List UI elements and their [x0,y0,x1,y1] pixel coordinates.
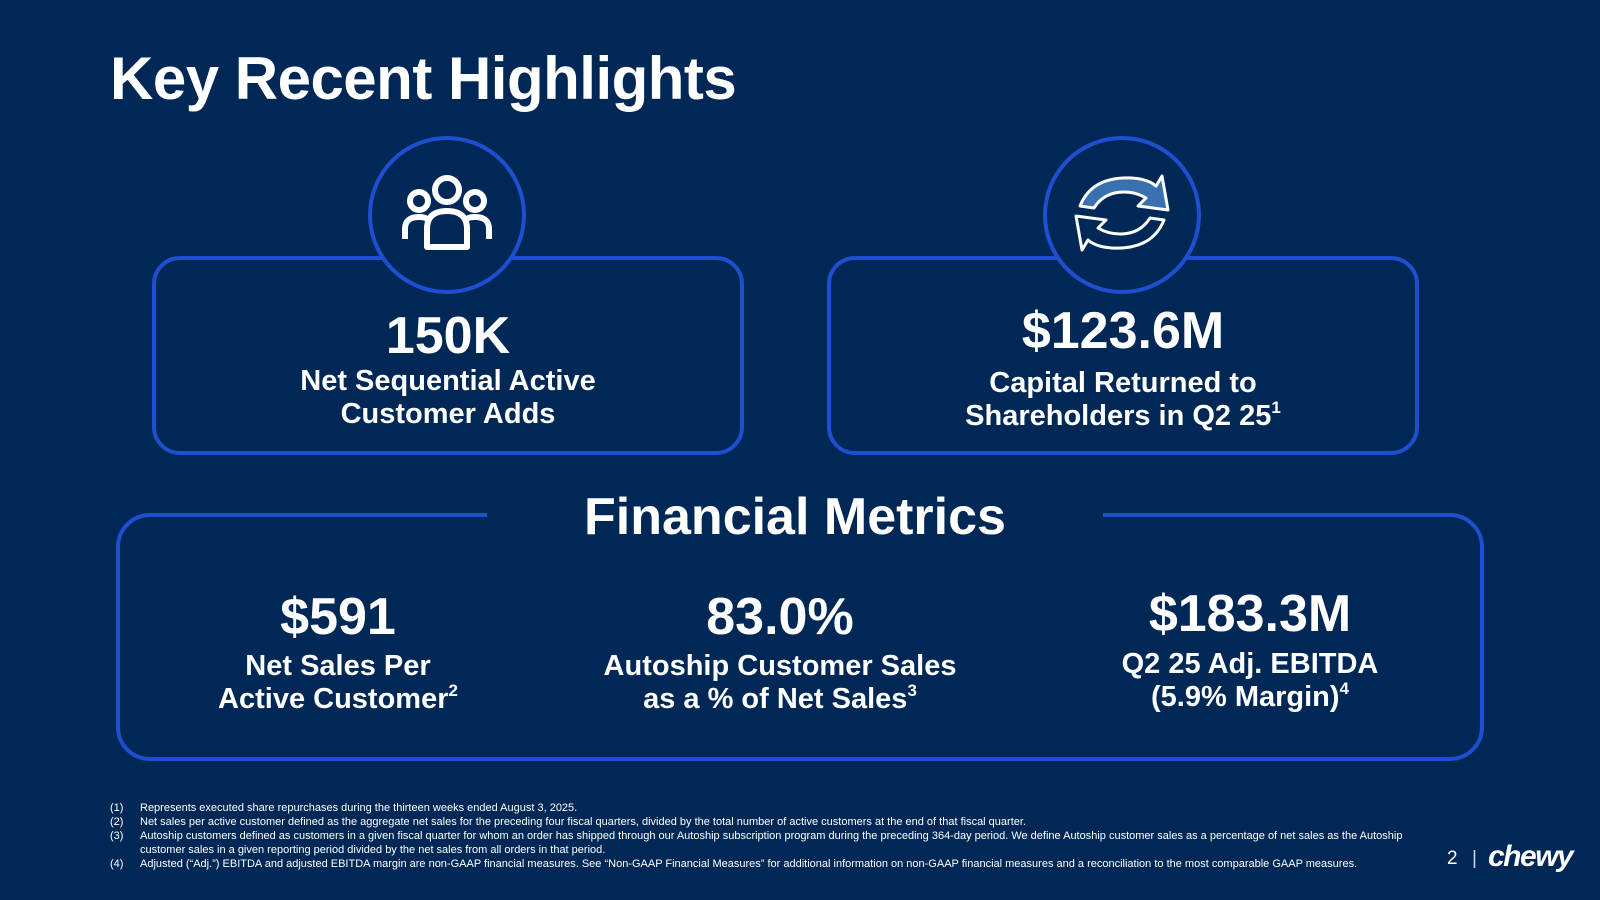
highlight-label-capital: Capital Returned to Shareholders in Q2 2… [827,367,1419,433]
footnote-marker: 2 [448,681,458,700]
metric-label-ebitda: Q2 25 Adj. EBITDA (5.9% Margin)4 [1070,648,1430,714]
highlight-label-customers: Net Sequential Active Customer Adds [152,365,744,431]
footnote-item: (1) Represents executed share repurchases… [110,802,578,814]
metric-label-autoship: Autoship Customer Sales as a % of Net Sa… [580,650,980,716]
metric-value-net-sales: $591 [280,588,396,646]
refresh-arrows-icon [1070,168,1174,263]
footer-separator: | [1472,848,1477,869]
highlight-icon-circle-capital [1043,136,1201,294]
page-number: 2 [1447,848,1458,869]
metric-value-autoship: 83.0% [706,588,854,646]
highlight-label-line2: Customer Adds [340,398,556,430]
metric-label-line2: Active Customer2 [218,681,458,715]
footnote-item: (3) Autoship customers defined as custome… [110,830,1403,856]
metric-label-line1: Net Sales Per [245,650,431,682]
highlight-label-line1: Capital Returned to [989,367,1257,399]
highlight-label-line1: Net Sequential Active [300,365,596,397]
metric-label-net-sales: Net Sales Per Active Customer2 [178,650,498,716]
customers-group-icon [397,173,497,258]
highlight-label-line2: Shareholders in Q2 251 [965,398,1281,432]
footnote-marker: 4 [1339,679,1349,698]
metric-label-line1: Autoship Customer Sales [603,650,957,682]
chewy-logo: chewy [1488,840,1574,873]
footnote-item: (4) Adjusted (“Adj.”) EBITDA and adjusted… [110,858,1358,870]
metric-value-ebitda: $183.3M [1148,585,1352,643]
highlight-value-customers: 150K [385,307,511,365]
highlight-icon-circle-customers [368,136,526,294]
financial-metrics-title: Financial Metrics [487,487,1103,547]
footnotes: (1) Represents executed share repurchases… [110,801,1430,871]
metric-label-line2: as a % of Net Sales3 [643,681,917,715]
page-title: Key Recent Highlights [110,45,737,112]
footnote-item: (2) Net sales per active customer defined… [110,816,1026,828]
footnote-marker: 3 [907,681,917,700]
metric-label-line2: (5.9% Margin)4 [1151,679,1349,713]
highlight-value-capital: $123.6M [1021,302,1225,360]
footnote-marker: 1 [1271,398,1281,417]
metric-label-line1: Q2 25 Adj. EBITDA [1121,648,1379,680]
